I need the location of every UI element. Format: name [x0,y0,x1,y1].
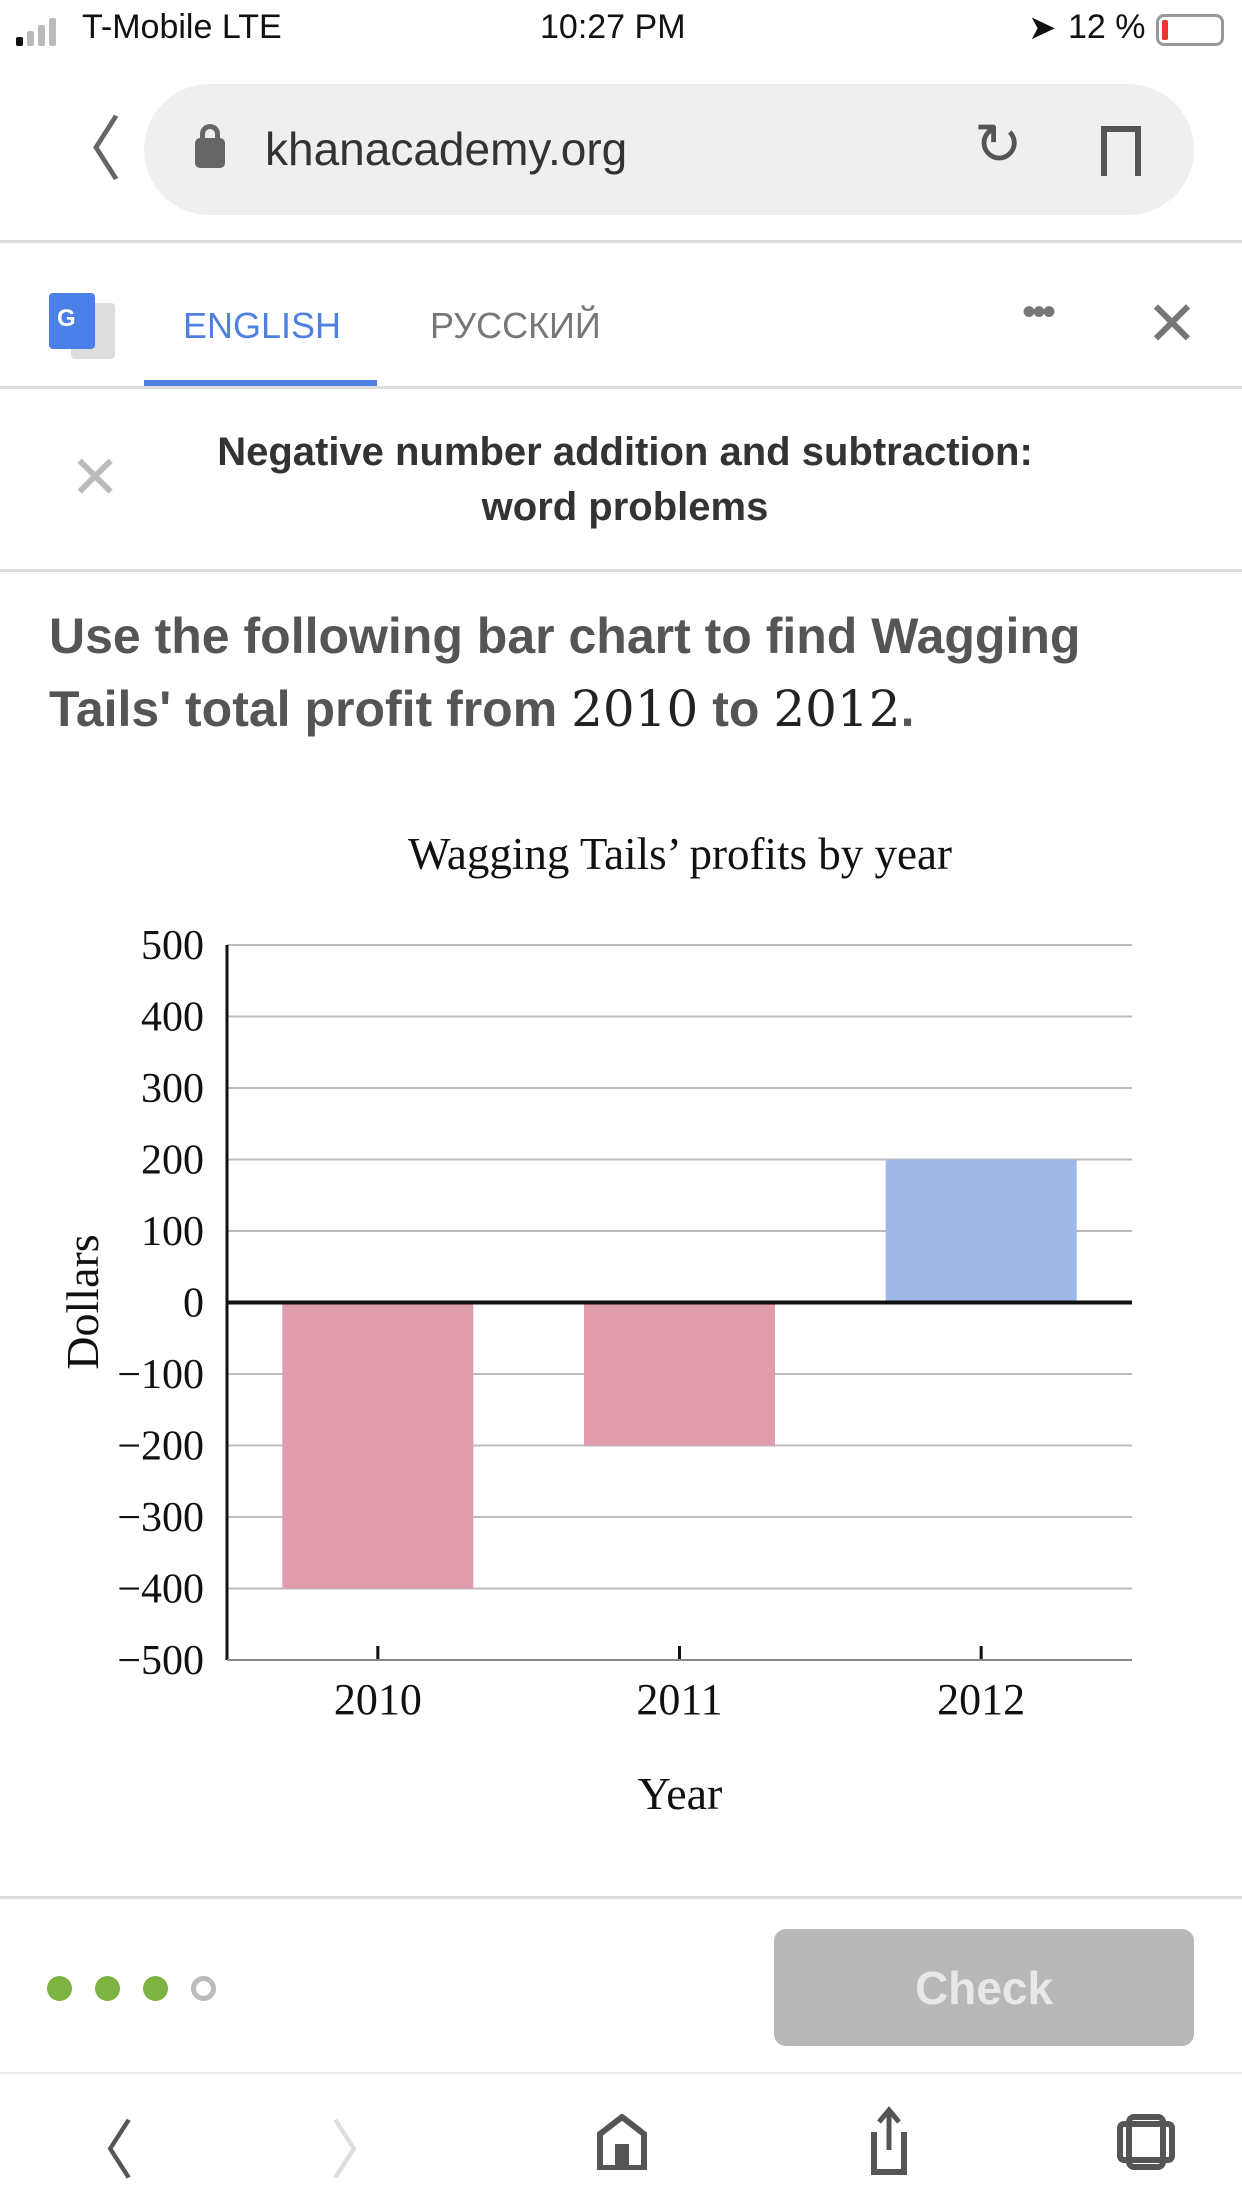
divider [0,569,1242,572]
browser-forward-icon[interactable]: 〉 [330,2115,394,2187]
lock-shackle [200,124,220,146]
x-tick-label: 2011 [636,1675,722,1724]
tab-indicator [144,380,377,386]
close-translate-icon[interactable]: ✕ [1146,290,1198,359]
chart-title: Wagging Tails’ profits by year [408,829,952,879]
location-icon: ➤ [1028,9,1057,47]
battery-percent: 12 % [1068,8,1146,46]
home-icon[interactable] [596,2114,648,2170]
toolbar-divider [0,2072,1242,2076]
y-tick-label: 500 [141,923,204,969]
divider [0,386,1242,389]
divider [0,1896,1242,1899]
bar-2012 [885,1159,1077,1303]
progress-dot-complete [143,1976,168,2001]
tab-english[interactable]: ENGLISH [183,305,342,346]
y-tick-label: 0 [183,1281,204,1327]
bookmark-icon[interactable] [1101,126,1141,176]
x-tick-label: 2012 [937,1675,1025,1724]
tabs-icon[interactable] [1117,2114,1175,2170]
x-axis-label: Year [638,1768,723,1819]
y-tick-label: 400 [141,995,204,1041]
y-tick-label: 100 [141,1209,204,1255]
battery-icon [1156,14,1224,46]
progress-dot-complete [95,1976,120,2001]
y-tick-label: 300 [141,1066,204,1112]
signal-icon [16,16,62,46]
carrier: T-Mobile LTE [82,8,282,46]
google-translate-icon: G [49,293,117,359]
y-tick-label: −100 [117,1352,204,1398]
bar-2010 [282,1302,474,1589]
y-tick-label: −400 [117,1567,204,1613]
tab-russian[interactable]: РУССКИЙ [430,305,601,346]
reload-icon[interactable]: ↻ [974,112,1023,177]
exercise-title: Negative number addition and subtraction… [217,430,1033,529]
browser-back-icon[interactable]: 〈 [70,2115,134,2187]
check-button[interactable]: Check [774,1929,1194,2046]
x-tick-label: 2010 [334,1675,422,1724]
question-text: Use the following bar chart to find Wagg… [49,608,1081,738]
bar-chart: Wagging Tails’ profits by year 500 400 300… [57,829,1132,1819]
y-axis-label: Dollars [57,1234,108,1369]
back-icon[interactable]: 〈 [52,111,122,189]
y-tick-label: −300 [117,1495,204,1541]
url-text: khanacademy.org [265,123,628,175]
bar-2011 [584,1302,775,1446]
close-exercise-icon[interactable]: ✕ [70,444,121,511]
more-icon[interactable]: ••• [1022,290,1056,334]
clock: 10:27 PM [540,8,686,46]
y-tick-label: −200 [117,1424,204,1470]
y-tick-label: 200 [141,1138,204,1184]
share-icon[interactable] [866,2106,912,2176]
progress-dot-complete [47,1976,72,2001]
divider [0,240,1242,243]
address-bar[interactable]: khanacademy.org ↻ [144,84,1194,215]
y-tick-label: −500 [117,1638,204,1684]
progress-dot-pending [191,1976,216,2001]
